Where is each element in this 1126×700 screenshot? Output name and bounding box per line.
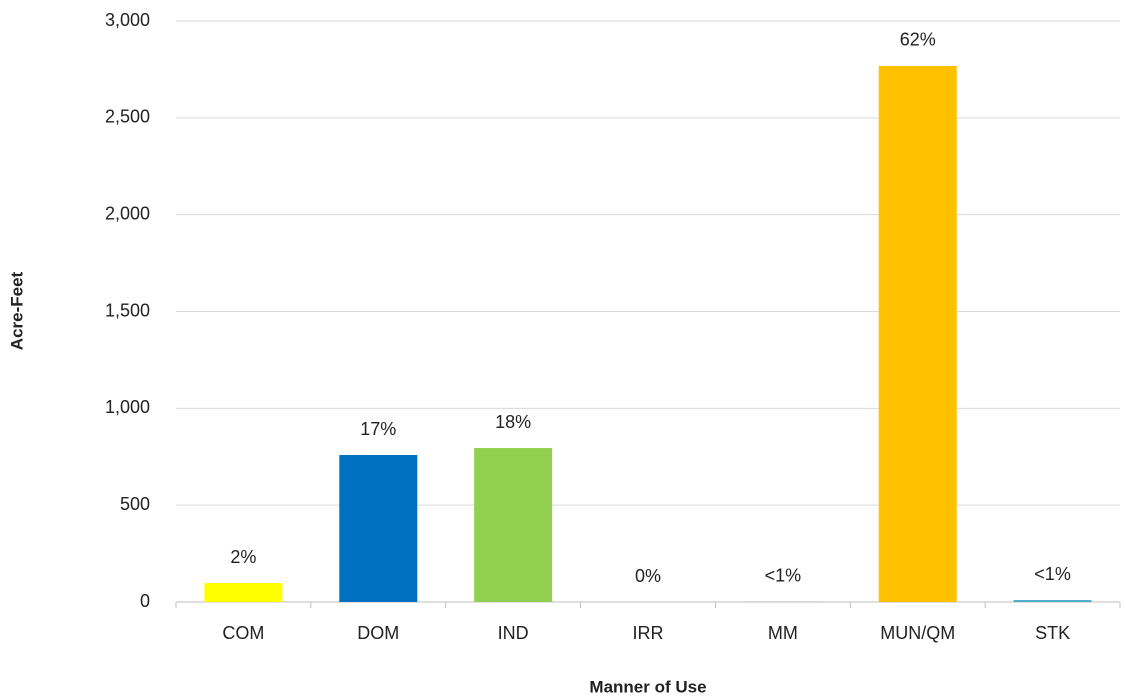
x-tick-label: IND — [498, 623, 529, 643]
x-tick-label: MUN/QM — [880, 623, 955, 643]
x-tick-label: MM — [768, 623, 798, 643]
x-tick-label: DOM — [357, 623, 399, 643]
x-tick-label: STK — [1035, 623, 1070, 643]
data-label: 17% — [360, 419, 396, 439]
bar — [1013, 600, 1092, 602]
bar — [204, 583, 283, 602]
y-tick-label: 0 — [140, 591, 150, 611]
y-axis-title: Acre-Feet — [7, 271, 26, 350]
y-tick-label: 2,500 — [105, 107, 150, 127]
y-tick-label: 1,500 — [105, 300, 150, 320]
y-tick-label: 1,000 — [105, 397, 150, 417]
y-tick-label: 500 — [120, 494, 150, 514]
data-label: 2% — [230, 547, 256, 567]
data-label: 62% — [900, 30, 936, 50]
bar — [878, 65, 957, 602]
bar — [474, 448, 553, 602]
y-tick-label: 2,000 — [105, 203, 150, 223]
bar — [339, 455, 418, 602]
data-label: 0% — [635, 566, 661, 586]
x-tick-label: COM — [222, 623, 264, 643]
y-tick-label: 3,000 — [105, 10, 150, 30]
data-label: <1% — [1034, 564, 1071, 584]
x-tick-label: IRR — [633, 623, 664, 643]
data-label: 18% — [495, 412, 531, 432]
x-axis-title: Manner of Use — [589, 677, 706, 696]
data-label: <1% — [765, 565, 802, 585]
